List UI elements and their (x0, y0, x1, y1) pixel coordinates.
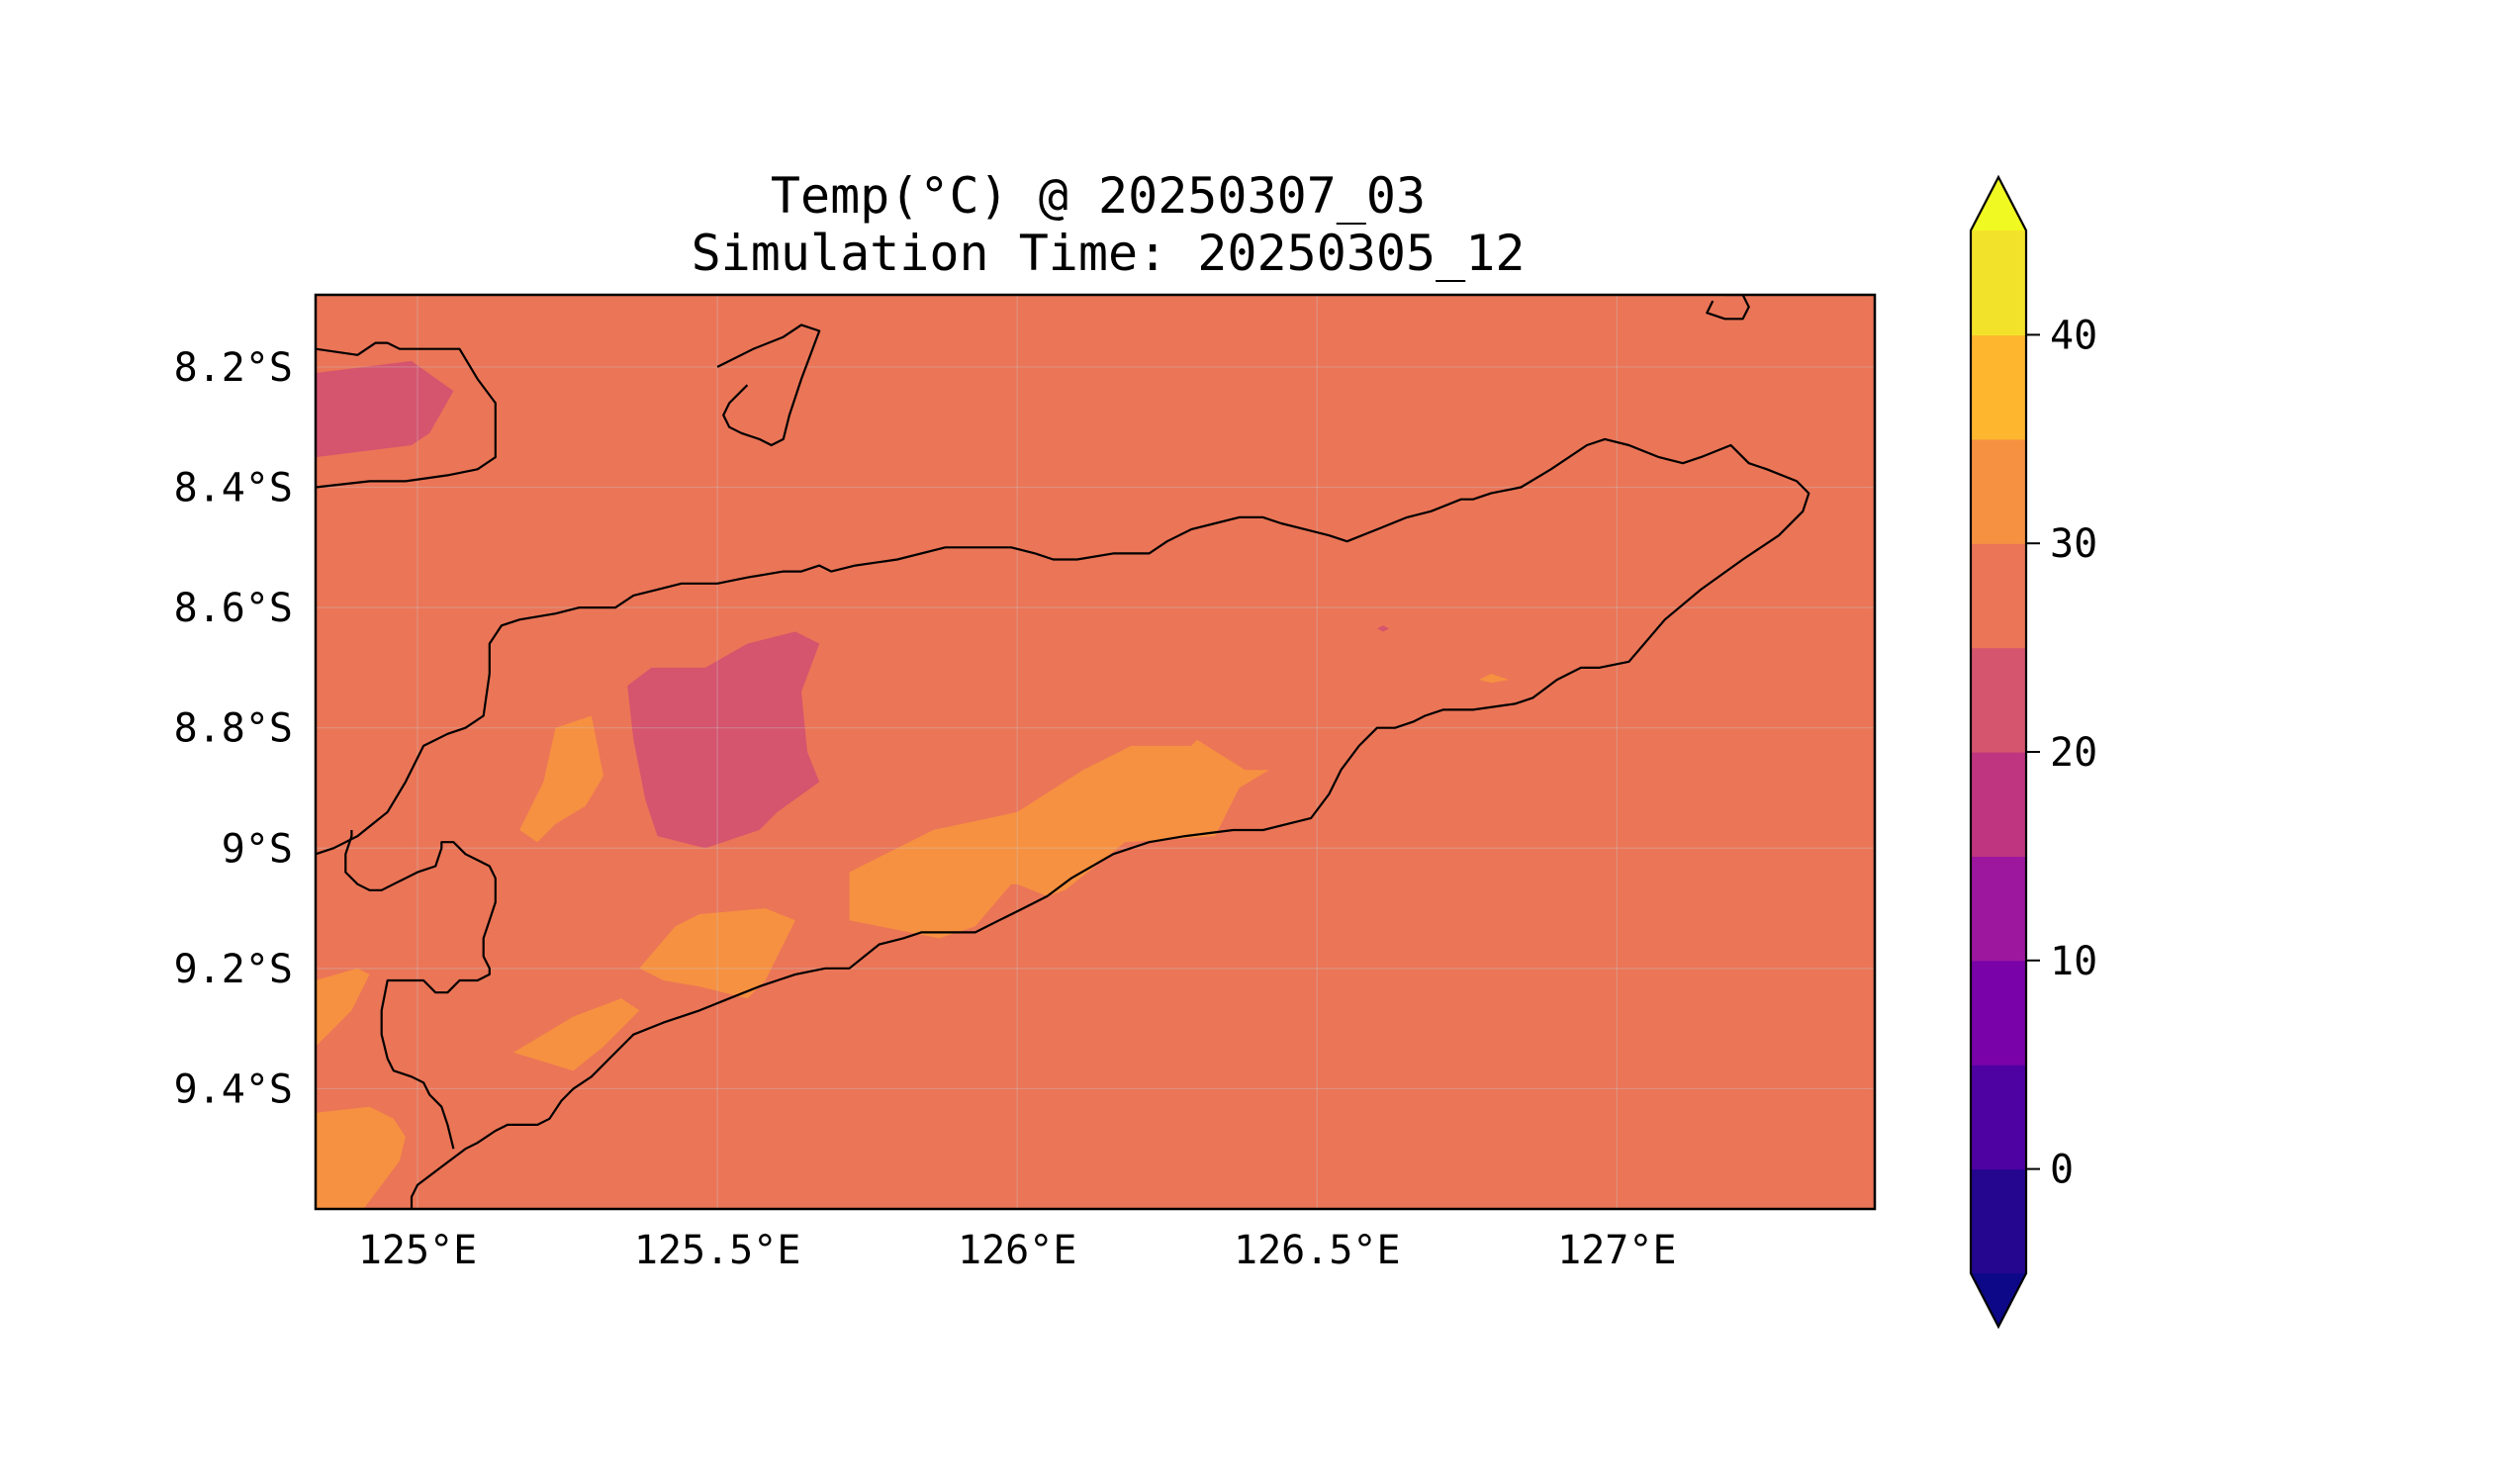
colorbar-under-extend (1971, 1273, 2026, 1327)
map-gridlines (316, 295, 1875, 1209)
colorbar-tick-label: 20 (2050, 730, 2097, 776)
lon-tick-label: 125.5°E (634, 1228, 801, 1273)
lon-tick-label: 126.5°E (1234, 1228, 1401, 1273)
lat-tick-label: 9.4°S (174, 1067, 293, 1112)
colorbar-level-20 (1971, 647, 2026, 753)
coastline-0 (316, 341, 497, 489)
latitude-tick-labels: 8.2°S 8.4°S 8.6°S 8.8°S 9°S 9.2°S 9.4°S (174, 345, 293, 1112)
coastline-3 (316, 437, 1810, 1209)
map-plot-area (314, 293, 1877, 1211)
contour-field-20-25-2 (1376, 625, 1389, 632)
colorbar-level-25 (1971, 543, 2026, 649)
colorbar-level-35 (1971, 334, 2026, 440)
figure-title-line1: Temp(°C) @ 20250307_03 (771, 167, 1426, 225)
contour-field-30-35-5 (639, 908, 795, 999)
longitude-tick-labels: 125°E 125.5°E 126°E 126.5°E 127°E (358, 1228, 1677, 1273)
lon-tick-label: 127°E (1557, 1228, 1676, 1273)
contour-field-30-35-8 (316, 1106, 406, 1209)
colorbar-tick-label: 0 (2050, 1148, 2074, 1193)
lat-tick-label: 8.2°S (174, 345, 293, 391)
colorbar-tick-label: 40 (2050, 313, 2097, 358)
colorbar-level-40 (1971, 231, 2026, 335)
lat-tick-label: 9.2°S (174, 947, 293, 992)
contour-field-30-35-7 (513, 998, 640, 1071)
lat-tick-label: 8.8°S (174, 706, 293, 752)
colorbar: 0 10 20 30 40 (1969, 174, 2097, 1330)
colorbar-level--5 (1971, 1168, 2026, 1274)
coastline-4 (344, 830, 497, 1150)
colorbar-level-30 (1971, 438, 2026, 544)
colorbar-level-15 (1971, 752, 2026, 857)
coastline-2 (1706, 295, 1750, 321)
lat-tick-label: 8.6°S (174, 586, 293, 631)
lon-tick-label: 125°E (358, 1228, 477, 1273)
coastlines (316, 295, 1810, 1209)
map-background-field (316, 295, 1875, 1209)
contour-field-20-25-0 (316, 360, 454, 458)
contour-field-30-35-6 (316, 968, 370, 1047)
temperature-contour-fields (316, 360, 1510, 1209)
contour-field-20-25-1 (627, 631, 820, 849)
colorbar-tick-label: 30 (2050, 521, 2097, 567)
contour-field-30-35-3 (519, 715, 603, 843)
figure-title-line2: Simulation Time: 20250305_12 (692, 225, 1526, 282)
contour-field-30-35-4 (849, 739, 1269, 939)
contour-field-30-35-9 (1478, 674, 1510, 684)
colorbar-over-extend (1971, 177, 2026, 231)
colorbar-level-5 (1971, 960, 2026, 1066)
lat-tick-label: 8.4°S (174, 466, 293, 511)
colorbar-level-10 (1971, 856, 2026, 962)
coastline-1 (716, 324, 821, 447)
colorbar-level-0 (1971, 1065, 2026, 1170)
lon-tick-label: 126°E (958, 1228, 1076, 1273)
colorbar-outline (1969, 174, 2028, 1330)
map-frame (314, 293, 1877, 1211)
colorbar-tick-label: 10 (2050, 939, 2097, 984)
lat-tick-label: 9°S (222, 826, 293, 872)
